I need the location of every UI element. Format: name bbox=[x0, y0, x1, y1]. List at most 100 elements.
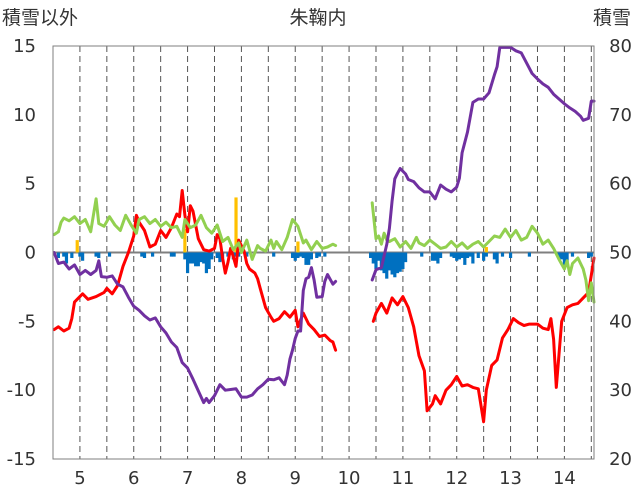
blue-bar-26 bbox=[218, 252, 222, 263]
purple-series-segment-1 bbox=[370, 45, 596, 282]
blue-bar-84 bbox=[565, 252, 569, 263]
green-series-segment-0 bbox=[52, 197, 338, 261]
blue-bar-24 bbox=[210, 252, 214, 260]
blue-bar-2 bbox=[64, 252, 69, 264]
purple-series-segment-0 bbox=[52, 251, 338, 405]
right-tick-label: 30 bbox=[609, 380, 632, 401]
blue-bar-0 bbox=[56, 252, 60, 259]
x-tick-label: 13 bbox=[499, 468, 522, 489]
blue-bar-75 bbox=[484, 252, 488, 257]
blue-bar-14 bbox=[183, 252, 187, 260]
blue-bar-5 bbox=[81, 252, 85, 261]
blue-bar-23 bbox=[207, 252, 211, 270]
x-tick-label: 6 bbox=[128, 468, 139, 489]
blue-bar-68 bbox=[460, 252, 464, 259]
x-tick-label: 14 bbox=[553, 468, 576, 489]
plot-area-frame bbox=[52, 45, 595, 460]
red-series-segment-0 bbox=[52, 189, 338, 352]
blue-bar-41 bbox=[309, 252, 313, 260]
orange-bar-0 bbox=[75, 240, 79, 253]
blue-bar-54 bbox=[393, 252, 397, 278]
left-tick-label: 5 bbox=[25, 174, 36, 195]
blue-bar-73 bbox=[476, 252, 480, 259]
blue-bar-11 bbox=[150, 252, 155, 257]
blue-bar-35 bbox=[293, 252, 297, 261]
blue-bar-64 bbox=[449, 252, 453, 257]
blue-bar-40 bbox=[307, 252, 311, 265]
blue-bar-57 bbox=[401, 252, 405, 270]
blue-bar-16 bbox=[188, 252, 192, 264]
blue-bar-55 bbox=[395, 252, 400, 274]
chart-title: 朱鞠内 bbox=[289, 7, 346, 29]
blue-bar-19 bbox=[196, 252, 200, 267]
orange-bar-1 bbox=[183, 229, 187, 253]
blue-bar-36 bbox=[296, 252, 300, 259]
blue-bar-78 bbox=[500, 252, 505, 257]
blue-bar-66 bbox=[455, 252, 459, 261]
red-series-segment-1 bbox=[371, 256, 596, 424]
blue-bar-81 bbox=[557, 252, 561, 259]
blue-bar-85 bbox=[570, 252, 575, 257]
blue-bar-12 bbox=[169, 252, 174, 257]
blue-bar-52 bbox=[387, 252, 392, 271]
blue-bar-32 bbox=[245, 252, 249, 257]
blue-bar-51 bbox=[385, 252, 389, 279]
blue-bar-71 bbox=[468, 252, 472, 257]
blue-bar-86 bbox=[587, 252, 591, 259]
blue-bar-1 bbox=[62, 252, 66, 257]
blue-bar-72 bbox=[471, 252, 475, 264]
blue-bar-50 bbox=[382, 252, 386, 274]
blue-bar-59 bbox=[420, 252, 424, 257]
blue-bar-48 bbox=[377, 252, 381, 261]
blue-bar-15 bbox=[185, 252, 190, 274]
blue-bar-69 bbox=[463, 252, 467, 265]
blue-bar-44 bbox=[323, 252, 327, 257]
orange-bar-4 bbox=[484, 246, 488, 253]
blue-bar-47 bbox=[374, 252, 378, 270]
right-tick-label: 70 bbox=[609, 105, 632, 126]
blue-bar-56 bbox=[398, 252, 402, 272]
blue-bar-70 bbox=[465, 252, 470, 259]
grid bbox=[79, 46, 592, 459]
blue-bar-21 bbox=[202, 252, 206, 264]
x-tick-label: 10 bbox=[338, 468, 361, 489]
blue-bar-10 bbox=[142, 252, 147, 259]
right-tick-label: 50 bbox=[609, 243, 632, 264]
left-tick-label: -15 bbox=[7, 449, 36, 470]
blue-bar-38 bbox=[301, 252, 305, 259]
left-tick-labels: 15 10 5 0 -5 -10 -15 bbox=[7, 36, 36, 470]
blue-bar-74 bbox=[482, 252, 486, 261]
blue-bar-67 bbox=[457, 252, 462, 260]
bar-series bbox=[56, 197, 593, 279]
blue-bar-18 bbox=[194, 252, 198, 267]
left-tick-label: 15 bbox=[13, 36, 36, 57]
blue-bar-8 bbox=[107, 252, 112, 257]
x-tick-label: 9 bbox=[290, 468, 301, 489]
blue-bar-53 bbox=[390, 252, 394, 275]
blue-bar-79 bbox=[508, 252, 513, 259]
blue-bar-42 bbox=[315, 252, 319, 259]
left-tick-label: -5 bbox=[18, 311, 36, 332]
blue-bar-60 bbox=[430, 252, 435, 261]
blue-bar-76 bbox=[492, 252, 497, 260]
blue-bar-33 bbox=[272, 252, 276, 257]
left-tick-label: 0 bbox=[25, 243, 36, 264]
x-tick-label: 11 bbox=[391, 468, 414, 489]
right-tick-label: 20 bbox=[609, 449, 632, 470]
x-tick-label: 5 bbox=[74, 468, 85, 489]
blue-bar-37 bbox=[299, 252, 303, 257]
x-tick-label: 12 bbox=[445, 468, 468, 489]
line-series bbox=[52, 45, 596, 424]
blue-bar-82 bbox=[560, 252, 564, 260]
orange-bar-2 bbox=[234, 197, 238, 253]
blue-bar-65 bbox=[452, 252, 456, 259]
blue-bar-58 bbox=[403, 252, 408, 263]
left-tick-label: 10 bbox=[13, 105, 36, 126]
blue-bar-17 bbox=[191, 252, 195, 264]
blue-bar-62 bbox=[436, 252, 440, 264]
right-tick-label: 40 bbox=[609, 311, 632, 332]
blue-bar-77 bbox=[495, 252, 499, 264]
green-series-segment-1 bbox=[370, 201, 596, 304]
blue-bar-63 bbox=[438, 252, 443, 259]
